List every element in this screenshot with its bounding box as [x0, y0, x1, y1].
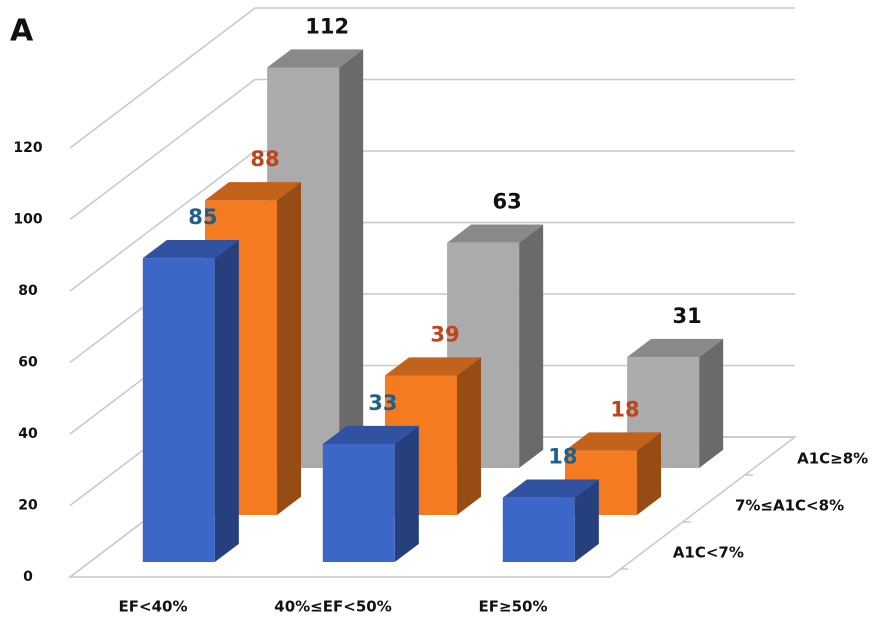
y-tick-label: 60: [18, 355, 38, 371]
bar-front: [502, 497, 575, 563]
bar-side: [394, 425, 419, 563]
legend-label: A1C≥8%: [797, 449, 868, 467]
bar-top: [267, 49, 364, 68]
value-label: 112: [305, 14, 349, 38]
bar: [322, 425, 419, 563]
bar-side: [699, 338, 724, 468]
grid-line: [69, 7, 795, 149]
bar-top: [322, 425, 419, 445]
bar-top: [564, 432, 662, 451]
bar: [142, 239, 239, 563]
value-label: 33: [368, 391, 397, 415]
x-tick-label: EF≥50%: [479, 598, 548, 616]
value-label: 18: [610, 397, 639, 421]
bar-top: [447, 224, 544, 243]
bar-top: [384, 357, 482, 376]
grid-line: [69, 78, 795, 221]
x-tick-label: 40%≤EF<50%: [274, 598, 391, 616]
value-label: 85: [188, 205, 217, 229]
legend-label: 7%≤A1C<8%: [735, 496, 844, 514]
bar-side: [519, 224, 544, 468]
bar-top: [627, 338, 724, 358]
panel-label: A: [10, 14, 34, 49]
y-tick-label: 100: [13, 212, 42, 228]
bar-front: [322, 444, 395, 563]
bar-top: [142, 239, 239, 259]
bar-top: [502, 479, 599, 498]
value-label: 63: [493, 190, 522, 214]
value-label: 39: [430, 322, 459, 346]
bar-top: [204, 182, 302, 201]
bar-side: [214, 239, 239, 563]
x-tick-label: EF<40%: [119, 598, 188, 616]
legend-label: A1C<7%: [673, 543, 744, 561]
y-tick-label: 40: [18, 426, 38, 442]
bar: [502, 479, 599, 563]
value-label: 18: [548, 444, 577, 468]
bar-side: [276, 182, 302, 515]
y-tick-label: 0: [23, 569, 33, 585]
value-label: 88: [250, 147, 279, 171]
y-tick-label: 80: [18, 283, 38, 299]
grid-line: [69, 150, 795, 292]
bar-front: [142, 258, 215, 563]
y-tick-label: 120: [13, 140, 42, 156]
bar-side: [456, 357, 482, 515]
value-label: 31: [673, 304, 702, 328]
bar-side: [574, 479, 599, 563]
y-tick-label: 20: [18, 498, 38, 514]
bar-side: [339, 49, 364, 468]
bar-side: [636, 432, 662, 515]
